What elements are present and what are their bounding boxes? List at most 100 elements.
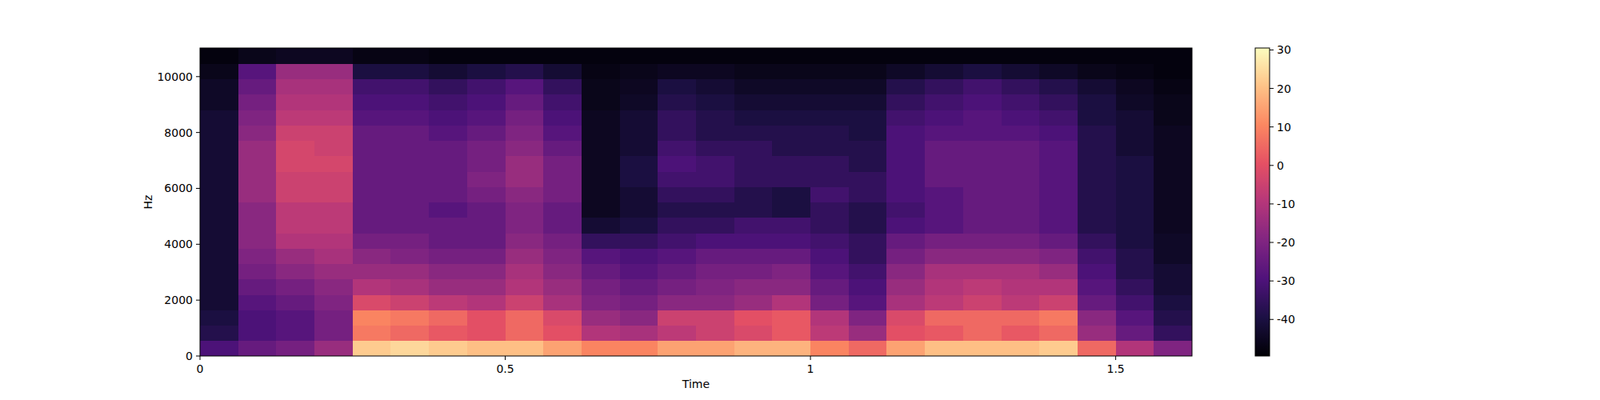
cell: [428, 248, 468, 264]
cell: [314, 232, 353, 249]
cell: [1001, 63, 1040, 80]
cell: [543, 156, 582, 172]
cell: [734, 202, 773, 219]
cell: [848, 156, 888, 172]
cell: [772, 279, 811, 296]
cell: [505, 279, 544, 296]
cell: [581, 79, 620, 96]
cell: [696, 171, 735, 188]
cell: [543, 309, 582, 326]
cell: [696, 79, 735, 96]
cell: [428, 232, 468, 249]
cell: [505, 325, 544, 342]
cell: [772, 140, 811, 157]
cell: [657, 186, 696, 203]
cell: [810, 340, 849, 356]
colorbar-tick: [1269, 49, 1274, 51]
cell: [620, 294, 659, 311]
cell: [276, 217, 315, 234]
cell: [238, 264, 277, 280]
cell: [505, 248, 544, 264]
cell: [734, 109, 773, 126]
cell: [963, 79, 1002, 96]
cell: [848, 124, 888, 141]
cell: [543, 340, 582, 356]
y-axis-label: Hz: [141, 195, 155, 210]
cell: [352, 264, 392, 280]
cell: [238, 340, 277, 356]
cell: [1153, 202, 1192, 219]
cell: [467, 79, 506, 96]
cell: [1153, 294, 1192, 311]
cell: [1077, 140, 1116, 157]
cell: [314, 124, 353, 141]
cell: [1153, 325, 1192, 342]
cell: [428, 79, 468, 96]
cell: [581, 264, 620, 280]
cell: [390, 217, 429, 234]
cell: [924, 79, 964, 96]
cell: [390, 340, 429, 356]
cell: [1116, 124, 1155, 141]
cell: [200, 232, 239, 249]
y-tick: [196, 188, 200, 189]
cell: [1077, 325, 1116, 342]
cell: [581, 340, 620, 356]
y-tick: [196, 132, 200, 133]
cell: [390, 109, 429, 126]
cell: [734, 279, 773, 296]
cell: [352, 232, 392, 249]
cell: [352, 94, 392, 111]
cell: [1077, 94, 1116, 111]
cell: [696, 232, 735, 249]
cell: [963, 264, 1002, 280]
cell: [390, 279, 429, 296]
cell: [657, 340, 696, 356]
cell: [467, 48, 506, 64]
cell: [1001, 279, 1040, 296]
colorbar-tick: [1269, 203, 1274, 204]
cell: [924, 48, 964, 64]
cell: [238, 294, 277, 311]
cell: [886, 232, 925, 249]
cell: [810, 186, 849, 203]
cell: [314, 202, 353, 219]
cell: [314, 63, 353, 80]
cell: [848, 248, 888, 264]
cell: [543, 325, 582, 342]
cell: [314, 48, 353, 64]
cell: [1116, 279, 1155, 296]
cell: [200, 279, 239, 296]
cell: [1153, 186, 1192, 203]
cell: [924, 202, 964, 219]
cell: [352, 248, 392, 264]
cell: [734, 248, 773, 264]
cell: [810, 124, 849, 141]
cell: [810, 202, 849, 219]
cell: [886, 171, 925, 188]
cell: [1116, 109, 1155, 126]
cell: [963, 294, 1002, 311]
cell: [1116, 248, 1155, 264]
cell: [1116, 48, 1155, 64]
cell: [543, 94, 582, 111]
cell: [505, 94, 544, 111]
cell: [963, 94, 1002, 111]
cell: [886, 94, 925, 111]
cell: [238, 309, 277, 326]
cell: [1001, 217, 1040, 234]
cell: [428, 202, 468, 219]
cell: [505, 124, 544, 141]
cell: [238, 325, 277, 342]
cell: [657, 140, 696, 157]
cell: [200, 124, 239, 141]
cell: [924, 340, 964, 356]
cell: [543, 264, 582, 280]
cell: [848, 217, 888, 234]
cell: [772, 248, 811, 264]
cell: [390, 232, 429, 249]
cell: [505, 294, 544, 311]
cell: [1001, 294, 1040, 311]
cell: [276, 340, 315, 356]
cell: [238, 79, 277, 96]
